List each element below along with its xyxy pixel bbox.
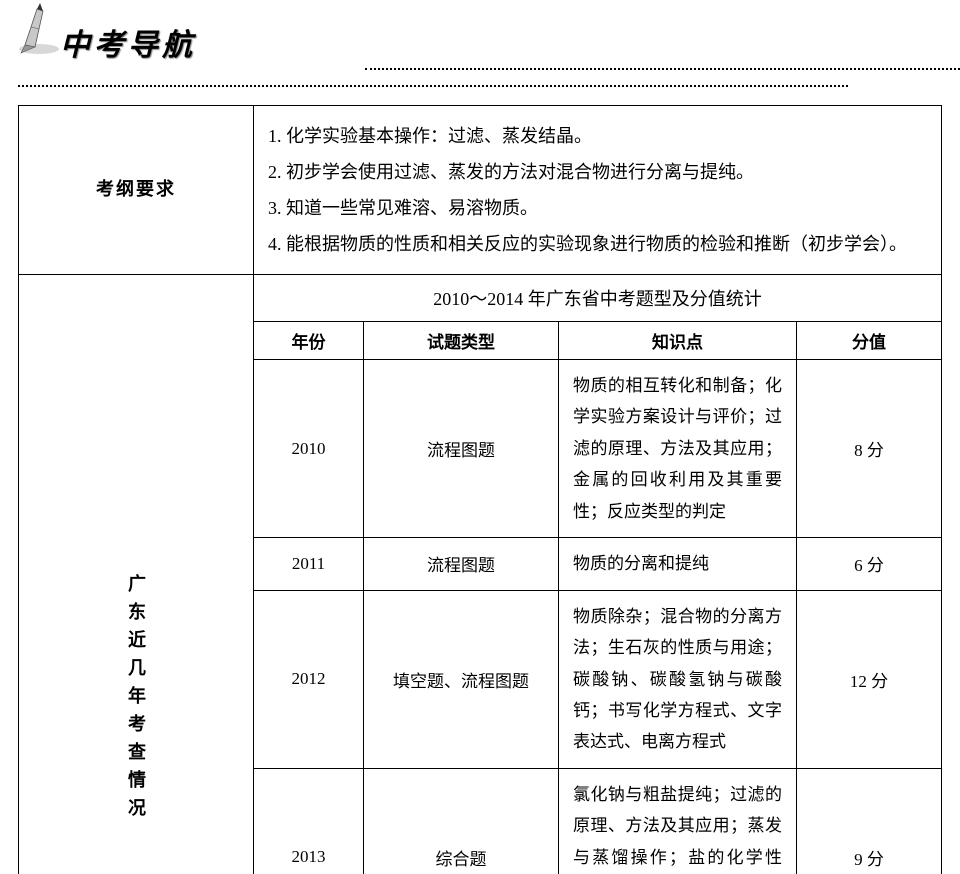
cell-type: 综合题	[364, 768, 559, 874]
col-header-year: 年份	[254, 322, 364, 360]
cell-score: 6 分	[797, 538, 942, 590]
requirement-item: 1. 化学实验基本操作：过滤、蒸发结晶。	[268, 118, 927, 154]
cell-year: 2011	[254, 538, 364, 590]
requirement-item: 3. 知道一些常见难溶、易溶物质。	[268, 190, 927, 226]
pen-icon	[15, 3, 63, 60]
requirements-label: 考纲要求	[19, 106, 254, 275]
cell-topic: 物质除杂；混合物的分离方法；生石灰的性质与用途；碳酸钠、碳酸氢钠与碳酸钙；书写化…	[559, 590, 797, 768]
cell-year: 2010	[254, 360, 364, 538]
requirement-item: 2. 初步学会使用过滤、蒸发的方法对混合物进行分离与提纯。	[268, 154, 927, 190]
page-header: 中考导航	[0, 5, 960, 65]
requirements-list: 1. 化学实验基本操作：过滤、蒸发结晶。 2. 初步学会使用过滤、蒸发的方法对混…	[254, 106, 942, 275]
cell-year: 2012	[254, 590, 364, 768]
cell-score: 12 分	[797, 590, 942, 768]
stats-title: 2010～2014 年广东省中考题型及分值统计	[254, 275, 942, 322]
syllabus-table: 考纲要求 1. 化学实验基本操作：过滤、蒸发结晶。 2. 初步学会使用过滤、蒸发…	[18, 105, 942, 874]
cell-score: 8 分	[797, 360, 942, 538]
main-content: 考纲要求 1. 化学实验基本操作：过滤、蒸发结晶。 2. 初步学会使用过滤、蒸发…	[18, 105, 942, 874]
cell-type: 流程图题	[364, 538, 559, 590]
cell-topic: 氯化钠与粗盐提纯；过滤的原理、方法及其应用；蒸发与蒸馏操作；盐的化学性质；书写化…	[559, 768, 797, 874]
cell-year: 2013	[254, 768, 364, 874]
col-header-score: 分值	[797, 322, 942, 360]
cell-type: 流程图题	[364, 360, 559, 538]
col-header-topic: 知识点	[559, 322, 797, 360]
cell-score: 9 分	[797, 768, 942, 874]
cell-topic: 物质的分离和提纯	[559, 538, 797, 590]
page-title: 中考导航	[60, 20, 196, 64]
cell-type: 填空题、流程图题	[364, 590, 559, 768]
divider-dots-bottom	[18, 85, 848, 87]
requirements-row: 考纲要求 1. 化学实验基本操作：过滤、蒸发结晶。 2. 初步学会使用过滤、蒸发…	[19, 106, 942, 275]
stats-side-label: 广东近几年考查情况	[19, 275, 254, 874]
stats-title-row: 广东近几年考查情况 2010～2014 年广东省中考题型及分值统计	[19, 275, 942, 322]
cell-topic: 物质的相互转化和制备；化学实验方案设计与评价；过滤的原理、方法及其应用；金属的回…	[559, 360, 797, 538]
requirement-item: 4. 能根据物质的性质和相关反应的实验现象进行物质的检验和推断（初步学会）。	[268, 226, 927, 262]
divider-dots-top	[365, 68, 960, 70]
col-header-type: 试题类型	[364, 322, 559, 360]
